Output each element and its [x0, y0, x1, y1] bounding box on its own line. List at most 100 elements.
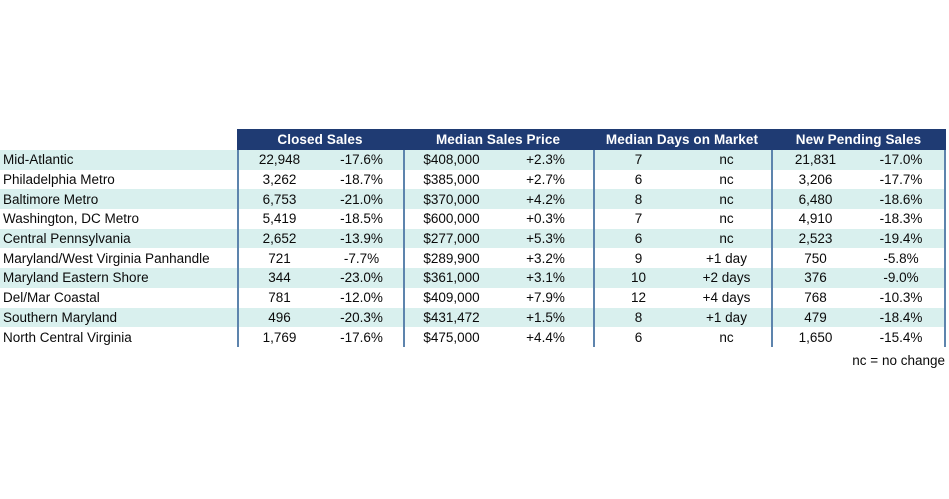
row-label: Central Pennsylvania [3, 231, 131, 247]
new-pending-value: 750 [771, 248, 858, 269]
median-price-change: +4.4% [526, 329, 565, 345]
new-pending-value: 1,650 [771, 327, 858, 347]
days-on-market-value: 6 [593, 327, 682, 347]
table-header-row: Closed Sales Median Sales Price Median D… [0, 129, 946, 150]
closed-sales-change: -20.3% [340, 309, 383, 325]
row-label: Mid-Atlantic [3, 152, 74, 168]
days-on-market-change: nc [719, 152, 734, 168]
new-pending-value: 376 [771, 268, 858, 288]
table-row: Maryland/West Virginia Panhandle 721 -7.… [0, 248, 946, 269]
table-row: Maryland Eastern Shore 344 -23.0% $361,0… [0, 268, 946, 288]
new-pending-value: 3,206 [771, 169, 858, 190]
median-price-change: +7.9% [526, 290, 565, 306]
new-pending-change: -5.8% [858, 248, 946, 269]
median-price-value: $600,000 [403, 209, 498, 229]
days-on-market-change: nc [719, 191, 734, 207]
housing-market-table: Closed Sales Median Sales Price Median D… [0, 129, 946, 347]
table-row: Central Pennsylvania 2,652 -13.9% $277,0… [0, 228, 946, 249]
header-median-days-on-market: Median Days on Market [593, 129, 771, 150]
new-pending-change: -10.3% [858, 287, 946, 308]
closed-sales-change: -18.5% [340, 211, 383, 227]
median-price-value: $361,000 [403, 268, 498, 288]
header-new-pending-sales: New Pending Sales [771, 129, 946, 150]
row-label: Southern Maryland [3, 309, 118, 325]
closed-sales-value: 22,948 [237, 150, 320, 170]
median-price-value: $385,000 [403, 169, 498, 190]
days-on-market-change: nc [719, 329, 734, 345]
closed-sales-change: -17.6% [340, 329, 383, 345]
days-on-market-change: nc [719, 211, 734, 227]
median-price-value: $277,000 [403, 228, 498, 249]
median-price-change: +5.3% [526, 231, 565, 247]
new-pending-value: 21,831 [771, 150, 858, 170]
median-price-value: $370,000 [403, 189, 498, 210]
header-closed-sales: Closed Sales [237, 129, 403, 150]
closed-sales-change: -23.0% [340, 270, 383, 286]
closed-sales-value: 1,769 [237, 327, 320, 347]
row-label: Del/Mar Coastal [3, 290, 100, 306]
table-row: Del/Mar Coastal 781 -12.0% $409,000 +7.9… [0, 287, 946, 308]
row-label: Philadelphia Metro [3, 172, 115, 188]
median-price-change: +3.1% [526, 270, 565, 286]
days-on-market-value: 12 [593, 287, 682, 308]
new-pending-change: -15.4% [858, 327, 946, 347]
median-price-change: +2.7% [526, 172, 565, 188]
table-row: Southern Maryland 496 -20.3% $431,472 +1… [0, 307, 946, 328]
new-pending-change: -17.0% [858, 150, 946, 170]
closed-sales-change: -21.0% [340, 191, 383, 207]
days-on-market-value: 8 [593, 307, 682, 328]
median-price-value: $289,900 [403, 248, 498, 269]
median-price-change: +2.3% [526, 152, 565, 168]
days-on-market-change: +1 day [706, 250, 747, 266]
days-on-market-value: 6 [593, 169, 682, 190]
days-on-market-value: 7 [593, 150, 682, 170]
closed-sales-change: -17.6% [340, 152, 383, 168]
median-price-change: +0.3% [526, 211, 565, 227]
days-on-market-value: 7 [593, 209, 682, 229]
median-price-change: +4.2% [526, 191, 565, 207]
closed-sales-value: 496 [237, 307, 320, 328]
closed-sales-change: -12.0% [340, 290, 383, 306]
new-pending-value: 4,910 [771, 209, 858, 229]
new-pending-value: 6,480 [771, 189, 858, 210]
header-blank-cell [0, 129, 237, 150]
row-label: Baltimore Metro [3, 191, 99, 207]
median-price-value: $431,472 [403, 307, 498, 328]
row-label: North Central Virginia [3, 329, 132, 345]
new-pending-value: 479 [771, 307, 858, 328]
days-on-market-change: +4 days [702, 290, 751, 306]
new-pending-change: -18.6% [858, 189, 946, 210]
closed-sales-change: -13.9% [340, 231, 383, 247]
median-price-value: $409,000 [403, 287, 498, 308]
footnote-nc-legend: nc = no change [852, 353, 945, 368]
new-pending-change: -18.3% [858, 209, 946, 229]
days-on-market-value: 8 [593, 189, 682, 210]
new-pending-change: -18.4% [858, 307, 946, 328]
new-pending-value: 2,523 [771, 228, 858, 249]
closed-sales-value: 781 [237, 287, 320, 308]
table-row: Baltimore Metro 6,753 -21.0% $370,000 +4… [0, 189, 946, 210]
days-on-market-change: +1 day [706, 309, 747, 325]
table-row: Mid-Atlantic 22,948 -17.6% $408,000 +2.3… [0, 150, 946, 170]
median-price-change: +3.2% [526, 250, 565, 266]
closed-sales-value: 344 [237, 268, 320, 288]
new-pending-change: -9.0% [858, 268, 946, 288]
days-on-market-value: 9 [593, 248, 682, 269]
closed-sales-value: 721 [237, 248, 320, 269]
table-row: Philadelphia Metro 3,262 -18.7% $385,000… [0, 169, 946, 190]
days-on-market-change: nc [719, 172, 734, 188]
median-price-value: $475,000 [403, 327, 498, 347]
median-price-change: +1.5% [526, 309, 565, 325]
table-row: North Central Virginia 1,769 -17.6% $475… [0, 327, 946, 347]
new-pending-change: -19.4% [858, 228, 946, 249]
header-median-sales-price: Median Sales Price [403, 129, 593, 150]
days-on-market-change: +2 days [702, 270, 751, 286]
row-label: Washington, DC Metro [3, 211, 140, 227]
row-label: Maryland Eastern Shore [3, 270, 149, 286]
closed-sales-value: 5,419 [237, 209, 320, 229]
closed-sales-value: 6,753 [237, 189, 320, 210]
closed-sales-value: 3,262 [237, 169, 320, 190]
days-on-market-value: 10 [593, 268, 682, 288]
row-label: Maryland/West Virginia Panhandle [3, 250, 210, 266]
